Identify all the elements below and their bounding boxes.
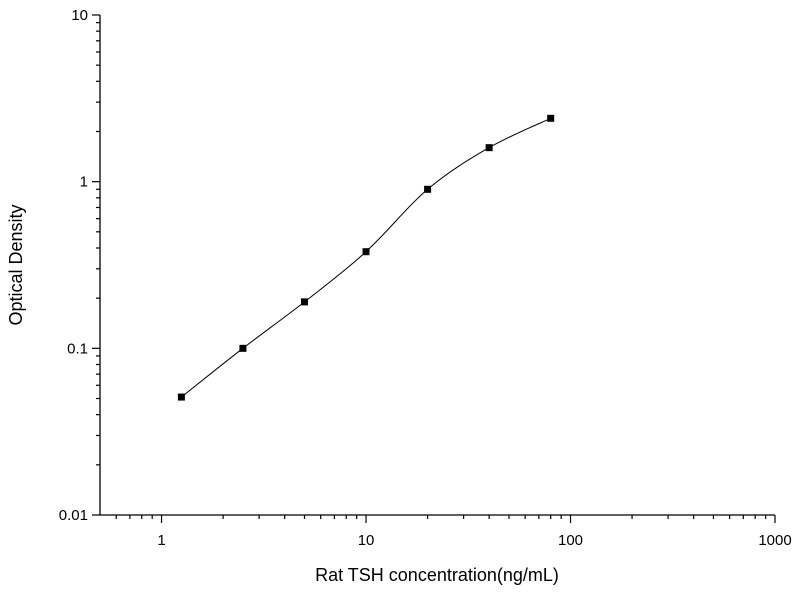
- svg-text:1: 1: [80, 174, 88, 191]
- svg-text:10: 10: [358, 532, 375, 549]
- svg-text:0.01: 0.01: [59, 507, 88, 524]
- svg-text:1: 1: [157, 532, 165, 549]
- svg-text:100: 100: [558, 532, 583, 549]
- svg-text:1000: 1000: [758, 532, 791, 549]
- y-axis-title: Optical Density: [6, 204, 26, 325]
- plot-area: 1 10 100 1000 0.01 0.1 1 10: [59, 7, 792, 549]
- svg-text:10: 10: [71, 7, 88, 24]
- svg-text:0.1: 0.1: [67, 340, 88, 357]
- x-axis-title: Rat TSH concentration(ng/mL): [315, 565, 559, 585]
